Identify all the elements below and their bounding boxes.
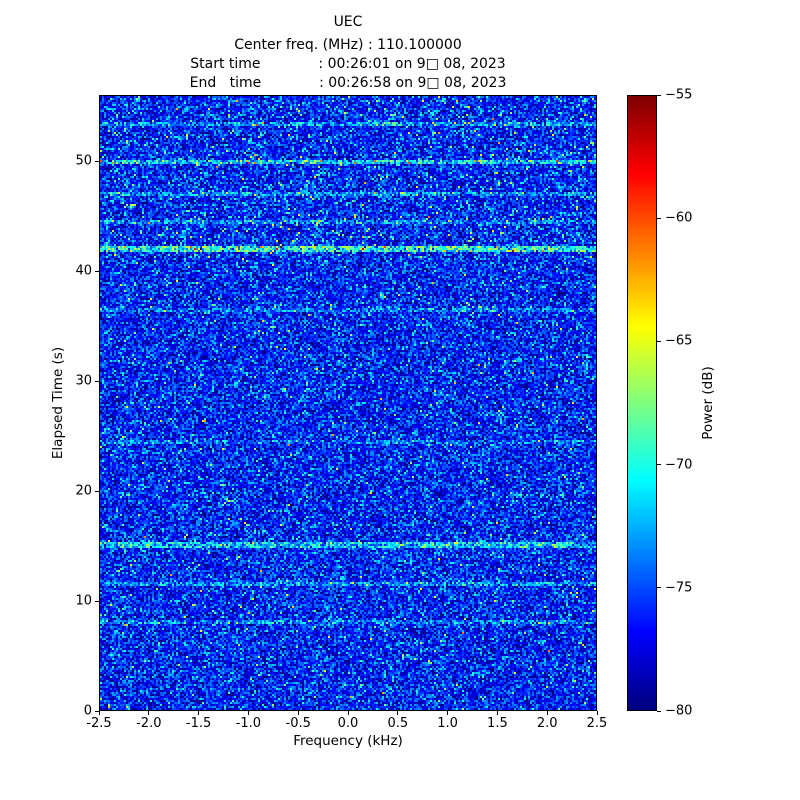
x-tick-mark	[596, 711, 598, 715]
y-tick-mark	[95, 710, 99, 712]
x-tick-mark	[98, 711, 100, 715]
colorbar-tick-mark	[657, 587, 661, 589]
x-tick-mark	[447, 711, 449, 715]
colorbar-canvas	[628, 96, 656, 710]
x-tick-label: 2.5	[586, 716, 608, 731]
y-tick-label: 10	[75, 593, 92, 609]
colorbar-tick-mark	[657, 340, 661, 342]
colorbar-tick-mark	[657, 94, 661, 96]
y-tick-mark	[95, 160, 99, 162]
colorbar-tick-label: −55	[665, 87, 693, 103]
y-tick-mark	[95, 270, 99, 272]
x-tick-label: -1.5	[185, 716, 212, 731]
y-tick-label: 20	[75, 483, 92, 499]
colorbar-tick-mark	[657, 217, 661, 219]
colorbar-tick-label: −65	[665, 333, 693, 349]
colorbar-tick-label: −70	[665, 457, 693, 473]
x-tick-label: -2.0	[136, 716, 162, 731]
x-tick-mark	[496, 711, 498, 715]
x-tick-mark	[546, 711, 548, 715]
y-tick-label: 0	[83, 703, 92, 719]
x-tick-mark	[148, 711, 150, 715]
x-tick-mark	[247, 711, 249, 715]
x-tick-label: 1.5	[487, 716, 508, 731]
spectrogram-plot	[99, 95, 597, 711]
colorbar-tick-label: −60	[665, 210, 693, 226]
start-time-line: Start time : 00:26:01 on 9□ 08, 2023	[190, 56, 506, 72]
x-axis-label: Frequency (kHz)	[293, 733, 403, 749]
y-tick-label: 40	[75, 263, 92, 279]
center-frequency-line: Center freq. (MHz) : 110.100000	[234, 37, 462, 53]
y-tick-mark	[95, 380, 99, 382]
x-tick-mark	[297, 711, 299, 715]
x-tick-mark	[347, 711, 349, 715]
colorbar-tick-label: −80	[665, 703, 693, 719]
end-time-line: End time : 00:26:58 on 9□ 08, 2023	[189, 75, 507, 91]
y-tick-mark	[95, 600, 99, 602]
colorbar	[627, 95, 657, 711]
x-tick-mark	[198, 711, 200, 715]
x-tick-label: 2.0	[536, 716, 558, 731]
y-tick-mark	[95, 490, 99, 492]
spectrogram-canvas	[100, 96, 596, 710]
x-tick-label: 0.0	[337, 716, 359, 731]
title-block: UEC Center freq. (MHz) : 110.100000 Star…	[99, 12, 597, 93]
x-tick-label: 1.0	[437, 716, 458, 731]
colorbar-label: Power (dB)	[700, 366, 716, 440]
colorbar-tick-mark	[657, 464, 661, 466]
x-tick-label: -0.5	[285, 716, 311, 731]
colorbar-tick-mark	[657, 710, 661, 712]
x-tick-label: 0.5	[387, 716, 409, 731]
x-tick-label: -1.0	[235, 716, 262, 731]
y-axis-label: Elapsed Time (s)	[50, 346, 66, 460]
colorbar-tick-label: −75	[665, 580, 693, 596]
y-tick-label: 50	[75, 153, 92, 169]
chart-title: UEC	[333, 14, 363, 30]
x-tick-mark	[397, 711, 399, 715]
y-tick-label: 30	[75, 373, 92, 389]
x-tick-label: -2.5	[86, 716, 112, 731]
